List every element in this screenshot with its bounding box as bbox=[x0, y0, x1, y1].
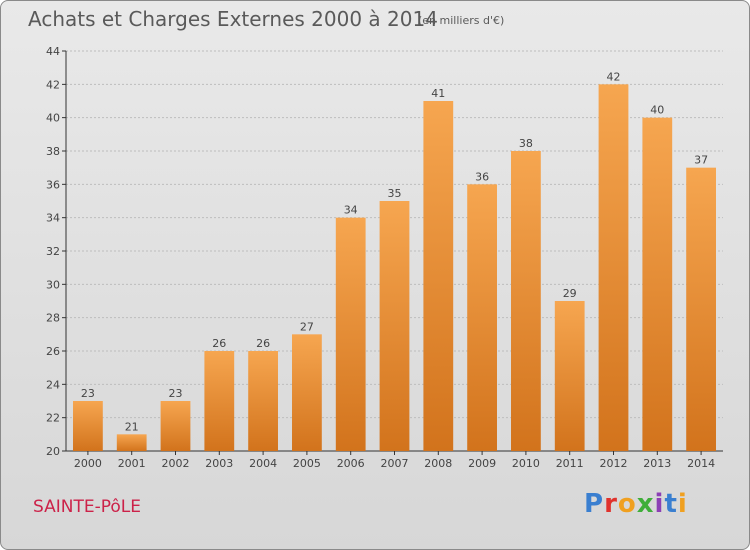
y-tick-label: 44 bbox=[46, 45, 60, 58]
data-label: 26 bbox=[212, 337, 226, 350]
bar-2000 bbox=[73, 401, 103, 451]
bar-2010 bbox=[511, 151, 541, 451]
bar-2013 bbox=[642, 117, 673, 452]
bar-2005 bbox=[292, 334, 322, 451]
bar-2012 bbox=[598, 84, 629, 451]
y-tick-label: 38 bbox=[46, 145, 60, 158]
x-tick-label: 2000 bbox=[74, 457, 102, 470]
data-label: 38 bbox=[519, 137, 533, 150]
bar-2007 bbox=[379, 201, 410, 451]
data-label: 41 bbox=[431, 87, 445, 100]
bar-2014 bbox=[686, 167, 716, 451]
y-tick-label: 28 bbox=[46, 312, 60, 325]
x-tick-label: 2011 bbox=[556, 457, 584, 470]
data-label: 26 bbox=[256, 337, 270, 350]
data-label: 21 bbox=[125, 420, 139, 433]
data-label: 23 bbox=[81, 387, 95, 400]
x-tick-label: 2009 bbox=[468, 457, 496, 470]
data-label: 40 bbox=[650, 104, 664, 117]
y-tick-label: 36 bbox=[46, 178, 60, 191]
x-tick-label: 2005 bbox=[293, 457, 321, 470]
commune-name: SAINTE-PôLE bbox=[33, 497, 141, 517]
x-tick-label: 2007 bbox=[381, 457, 409, 470]
bar-2009 bbox=[467, 184, 497, 452]
x-tick-label: 2012 bbox=[600, 457, 628, 470]
x-tick-label: 2014 bbox=[687, 457, 715, 470]
bar-2003 bbox=[204, 351, 235, 451]
bar-2011 bbox=[554, 301, 585, 451]
data-label: 27 bbox=[300, 320, 314, 333]
x-tick-label: 2002 bbox=[162, 457, 190, 470]
x-tick-label: 2003 bbox=[205, 457, 233, 470]
bar-2002 bbox=[160, 401, 191, 451]
y-tick-label: 24 bbox=[46, 378, 60, 391]
y-tick-label: 20 bbox=[46, 445, 60, 458]
y-tick-label: 30 bbox=[46, 278, 60, 291]
data-label: 42 bbox=[607, 70, 621, 83]
x-tick-label: 2006 bbox=[337, 457, 365, 470]
bar-2004 bbox=[248, 351, 278, 451]
data-label: 35 bbox=[388, 187, 402, 200]
chart-subtitle: (en milliers d'€) bbox=[418, 14, 505, 27]
bar-2006 bbox=[335, 217, 366, 451]
proxiti-logo: Proxiti bbox=[584, 489, 688, 519]
y-tick-label: 40 bbox=[46, 112, 60, 125]
chart-title: Achats et Charges Externes 2000 à 2014 bbox=[28, 7, 438, 31]
y-tick-label: 32 bbox=[46, 245, 60, 258]
y-tick-label: 42 bbox=[46, 78, 60, 91]
y-tick-label: 34 bbox=[46, 212, 60, 225]
x-tick-label: 2008 bbox=[424, 457, 452, 470]
data-label: 36 bbox=[475, 170, 489, 183]
x-tick-label: 2004 bbox=[249, 457, 277, 470]
x-tick-label: 2013 bbox=[643, 457, 671, 470]
data-label: 29 bbox=[563, 287, 577, 300]
y-tick-label: 26 bbox=[46, 345, 60, 358]
data-label: 23 bbox=[169, 387, 183, 400]
x-tick-label: 2010 bbox=[512, 457, 540, 470]
bar-2008 bbox=[423, 101, 454, 451]
y-tick-label: 22 bbox=[46, 412, 60, 425]
data-label: 37 bbox=[694, 154, 708, 167]
data-label: 34 bbox=[344, 204, 358, 217]
x-tick-label: 2001 bbox=[118, 457, 146, 470]
bar-2001 bbox=[116, 434, 147, 451]
